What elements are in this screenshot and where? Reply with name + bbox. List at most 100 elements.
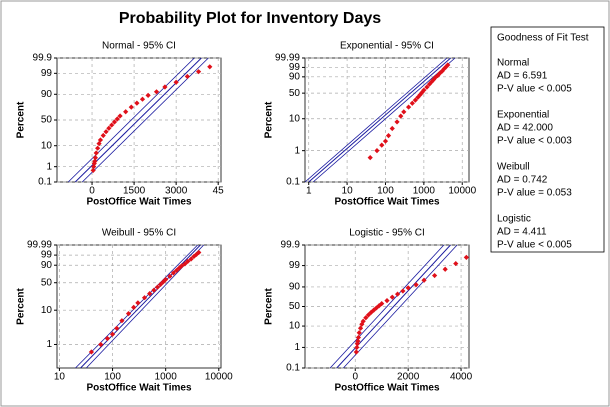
panel-title: Weibull - 95% CI [102,228,176,239]
x-axis-label: PostOffice Wait Times [334,197,439,208]
y-tick-label: 1 [294,342,300,353]
y-tick-label: 99.99 [275,53,300,64]
data-point [98,341,104,348]
panel-title: Logistic - 95% CI [349,228,425,239]
data-point [413,282,419,288]
y-axis-label: Percent [16,101,27,138]
data-point [357,325,364,331]
ci-line [75,245,198,368]
data-point [170,270,177,276]
data-point [379,301,385,307]
gof-p: P-V alue < 0.005 [497,240,572,251]
y-tick-label: 50 [289,301,301,312]
gof-name: Normal [497,58,529,69]
data-point [363,315,369,321]
x-tick-label: 1 [306,186,312,197]
data-point [371,307,377,313]
data-point [463,254,469,260]
data-point [111,119,118,125]
x-tick-label: 0 [352,372,358,383]
x-tick-label: 3000 [165,186,188,197]
data-point [356,330,362,336]
data-point [453,260,459,267]
panel-title: Normal - 95% CI [102,41,176,52]
data-point [106,125,112,131]
data-point [415,94,421,100]
data-point [405,104,412,110]
data-point [417,92,423,98]
x-tick-label: 100 [104,372,121,383]
x-tick-label: 10 [54,372,66,383]
y-tick-label: 99 [289,260,301,271]
y-tick-label: 99.99 [27,240,52,251]
data-point [385,132,392,139]
data-point [167,273,173,279]
y-tick-label: 50 [41,115,53,126]
data-point [88,349,95,355]
data-point [90,167,96,174]
y-tick-label: 99 [41,68,53,79]
data-point [355,338,361,344]
y-tick-label: 99.9 [33,53,53,64]
ci-line [312,58,456,182]
data-point [154,284,161,290]
y-tick-label: 50 [289,88,301,99]
data-point [409,100,415,106]
data-point [353,349,359,355]
x-tick-label: 45 [213,186,225,197]
x-tick-label: 10000 [205,372,233,383]
y-axis-label: Percent [264,101,275,138]
y-tick-label: 99 [289,62,301,73]
data-point [160,279,166,285]
y-tick-label: 99.9 [281,240,301,251]
gof-ad: AD = 4.411 [497,227,547,238]
x-tick-label: 10 [342,186,354,197]
y-tick-label: 1 [46,161,52,172]
gof-box [490,26,605,253]
data-point [424,84,430,90]
ci-line [343,245,458,368]
x-tick-label: 1000 [413,186,436,197]
data-point [153,89,160,95]
plot-area [56,244,222,369]
data-point [114,116,120,122]
data-point [131,304,137,310]
data-point [135,300,141,306]
x-tick-label: 4000 [450,372,473,383]
data-point [432,74,439,81]
gof-name: Exponential [497,110,549,121]
data-point [182,261,188,267]
data-point [401,109,407,115]
data-point [100,132,106,139]
data-point [151,287,157,293]
gof-name: Weibull [497,162,530,173]
page-title: Probability Plot for Inventory Days [119,10,381,27]
y-tick-label: 90 [41,260,53,271]
data-point [367,155,373,161]
gof-name: Logistic [497,214,531,225]
data-point [179,263,185,269]
data-point [117,113,123,119]
y-tick-label: 10 [289,113,301,124]
x-tick-label: 2000 [397,372,420,383]
data-point [207,64,213,70]
data-point [421,87,427,93]
gof-ad: AD = 42.000 [497,123,553,134]
y-tick-label: 1 [294,145,300,156]
data-point [93,150,99,156]
data-point [119,318,125,324]
data-point [360,318,366,324]
data-point [109,122,115,128]
y-axis-label: Percent [16,287,27,324]
data-point [441,66,447,72]
data-point [184,73,190,80]
data-point [92,155,99,161]
y-tick-label: 99 [41,250,53,261]
gof-p: P-V alue < 0.005 [497,84,572,95]
gof-p: P-V alue < 0.003 [497,136,572,147]
ci-line [329,245,445,368]
gof-p: P-V alue = 0.053 [497,188,572,199]
data-point [147,291,153,297]
data-point [196,249,202,256]
data-point [442,266,448,272]
